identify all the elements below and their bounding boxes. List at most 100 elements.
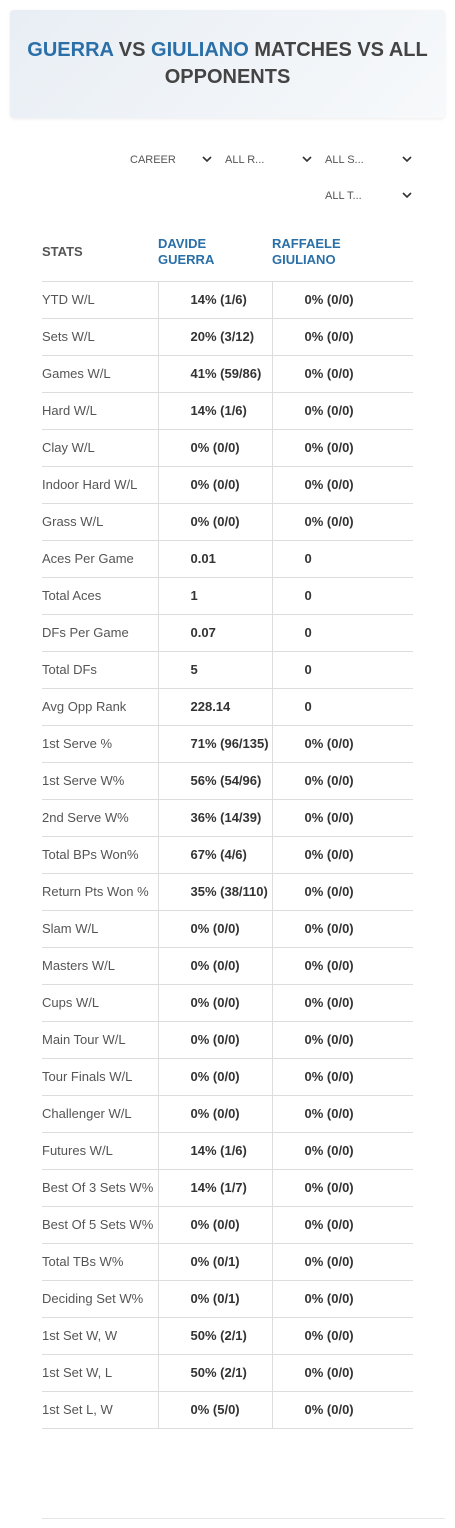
stat-row: Grass W/L 0% (0/0) 0% (0/0) [42, 503, 413, 541]
filter-select[interactable]: ALL R... [225, 150, 312, 170]
player-b-value: 0 [271, 688, 413, 726]
player-b: GIULIANO [151, 39, 249, 61]
stat-row: Games W/L 41% (59/86) 0% (0/0) [42, 355, 413, 393]
stat-row: Best Of 3 Sets W% 14% (1/7) 0% (0/0) [42, 1169, 413, 1207]
player-b-value: 0% (0/0) [271, 281, 413, 319]
stat-row: Sets W/L 20% (3/12) 0% (0/0) [42, 318, 413, 356]
stat-label: 1st Set W, L [42, 1354, 158, 1392]
stat-label: Futures W/L [42, 1132, 158, 1170]
header-row: STATS DAVIDE GUERRA RAFFAELE GIULIANO [42, 222, 413, 282]
filter-label: ALL R... [225, 154, 265, 166]
stat-label: Hard W/L [42, 392, 158, 430]
stat-label: Sets W/L [42, 318, 158, 356]
stat-row: Clay W/L 0% (0/0) 0% (0/0) [42, 429, 413, 467]
player-b-value: 0% (0/0) [271, 1206, 413, 1244]
stat-row: Hard W/L 14% (1/6) 0% (0/0) [42, 392, 413, 430]
filter-select[interactable]: CAREER [130, 150, 212, 170]
chevron [402, 192, 412, 199]
stat-row: Return Pts Won % 35% (38/110) 0% (0/0) [42, 873, 413, 911]
stat-label: Return Pts Won % [42, 873, 158, 911]
player-b-value: 0% (0/0) [271, 984, 413, 1022]
stat-label: Aces Per Game [42, 540, 158, 578]
player-a-value: 0% (0/0) [157, 947, 272, 985]
divider [42, 1518, 445, 1519]
stat-row: Tour Finals W/L 0% (0/0) 0% (0/0) [42, 1058, 413, 1096]
player-a-value: 0% (5/0) [157, 1391, 272, 1429]
title-rest: MATCHES VS ALL OPPONENTS [164, 39, 428, 88]
player-a-value: 0% (0/0) [157, 429, 272, 467]
player-b-value: 0 [271, 577, 413, 615]
header-card: GUERRA VS GIULIANO MATCHES VS ALL OPPONE… [10, 10, 445, 118]
stat-row: YTD W/L 14% (1/6) 0% (0/0) [42, 281, 413, 319]
stat-row: 1st Set L, W 0% (5/0) 0% (0/0) [42, 1391, 413, 1429]
player-a-value: 35% (38/110) [157, 873, 272, 911]
player-a-value: 14% (1/7) [157, 1169, 272, 1207]
stat-row: DFs Per Game 0.07 0 [42, 614, 413, 652]
stat-row: Total BPs Won% 67% (4/6) 0% (0/0) [42, 836, 413, 874]
player-a-value: 0% (0/0) [157, 466, 272, 504]
player-b-value: 0% (0/0) [271, 1058, 413, 1096]
column-header: RAFFAELE GIULIANO [272, 222, 413, 282]
filter-select[interactable]: ALL T... [325, 186, 412, 206]
player-b-value: 0% (0/0) [271, 1354, 413, 1392]
stat-row: Total DFs 5 0 [42, 651, 413, 689]
player-b-value: 0% (0/0) [271, 1243, 413, 1281]
stat-label: Deciding Set W% [42, 1280, 158, 1318]
player-a-value: 0% (0/0) [157, 1021, 272, 1059]
player-a-value: 14% (1/6) [157, 1132, 272, 1170]
stat-label: Best Of 5 Sets W% [42, 1206, 158, 1244]
player-b-value: 0% (0/0) [271, 836, 413, 874]
player-b-value: 0% (0/0) [271, 1391, 413, 1429]
stat-label: YTD W/L [42, 281, 158, 319]
stat-row: Cups W/L 0% (0/0) 0% (0/0) [42, 984, 413, 1022]
player-b-value: 0% (0/0) [271, 725, 413, 763]
stat-label: 1st Serve % [42, 725, 158, 763]
player-a-value: 20% (3/12) [157, 318, 272, 356]
stat-label: 1st Set W, W [42, 1317, 158, 1355]
player-a-value: 0.01 [157, 540, 272, 578]
player-a-value: 228.14 [157, 688, 272, 726]
stat-row: Futures W/L 14% (1/6) 0% (0/0) [42, 1132, 413, 1170]
player-a-value: 0% (0/0) [157, 1206, 272, 1244]
player-b-value: 0% (0/0) [271, 799, 413, 837]
filter-label: ALL S... [325, 154, 364, 166]
player-b-value: 0 [271, 540, 413, 578]
player-a-value: 0% (0/0) [157, 984, 272, 1022]
stat-label: Main Tour W/L [42, 1021, 158, 1059]
filter-select[interactable]: ALL S... [325, 150, 412, 170]
stat-row: Masters W/L 0% (0/0) 0% (0/0) [42, 947, 413, 985]
stat-label: Indoor Hard W/L [42, 466, 158, 504]
chevron [202, 156, 212, 163]
filter-label: ALL T... [325, 190, 362, 202]
player-b-value: 0% (0/0) [271, 466, 413, 504]
chevron [302, 156, 312, 163]
player-a-value: 71% (96/135) [157, 725, 272, 763]
player-b-value: 0% (0/0) [271, 873, 413, 911]
title: GUERRA VS GIULIANO MATCHES VS ALL OPPONE… [23, 37, 433, 91]
stat-label: DFs Per Game [42, 614, 158, 652]
stat-label: 1st Serve W% [42, 762, 158, 800]
stat-row: 1st Serve W% 56% (54/96) 0% (0/0) [42, 762, 413, 800]
stat-row: Slam W/L 0% (0/0) 0% (0/0) [42, 910, 413, 948]
player-a-value: 0% (0/0) [157, 1058, 272, 1096]
stats-table: STATS DAVIDE GUERRA RAFFAELE GIULIANO YT… [42, 222, 413, 1429]
player-a-value: 41% (59/86) [157, 355, 272, 393]
player-a-value: 0.07 [157, 614, 272, 652]
stat-row: 1st Set W, L 50% (2/1) 0% (0/0) [42, 1354, 413, 1392]
stat-label: 1st Set L, W [42, 1391, 158, 1429]
stat-label: Total BPs Won% [42, 836, 158, 874]
stat-row: Total TBs W% 0% (0/1) 0% (0/0) [42, 1243, 413, 1281]
player-b-value: 0% (0/0) [271, 1021, 413, 1059]
column-header: STATS [42, 222, 158, 282]
player-a-value: 14% (1/6) [157, 281, 272, 319]
player-b-value: 0% (0/0) [271, 503, 413, 541]
player-b-value: 0% (0/0) [271, 1317, 413, 1355]
player-b-value: 0% (0/0) [271, 392, 413, 430]
player-a-value: 5 [157, 651, 272, 689]
player-a-value: 0% (0/0) [157, 910, 272, 948]
player-a-value: 1 [157, 577, 272, 615]
player-a-value: 0% (0/1) [157, 1280, 272, 1318]
stat-row: Deciding Set W% 0% (0/1) 0% (0/0) [42, 1280, 413, 1318]
player-b-value: 0% (0/0) [271, 429, 413, 467]
stat-label: Grass W/L [42, 503, 158, 541]
